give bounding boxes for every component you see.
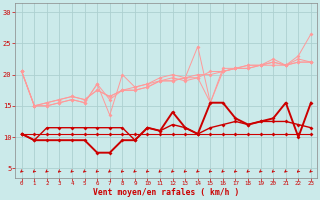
X-axis label: Vent moyen/en rafales ( km/h ): Vent moyen/en rafales ( km/h ) (93, 188, 239, 197)
